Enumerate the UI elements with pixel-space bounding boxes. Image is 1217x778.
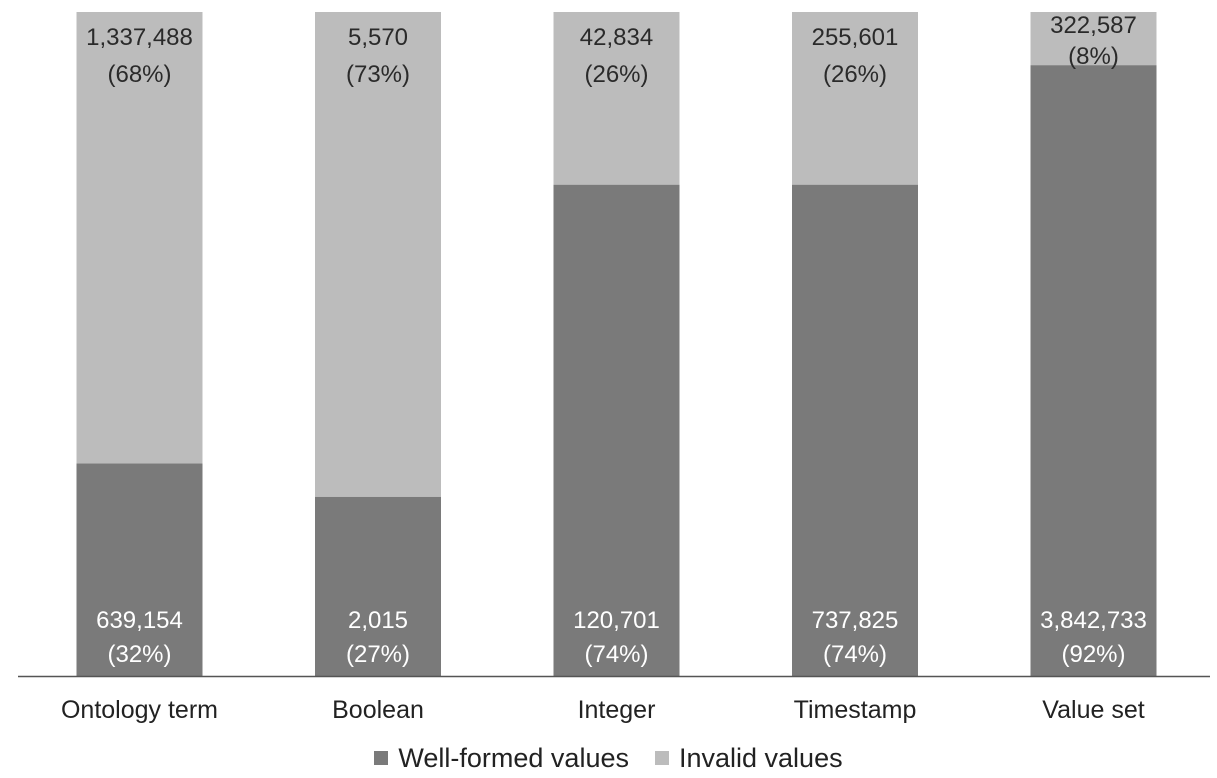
legend-label-well-formed: Well-formed values [398,742,629,773]
label-invalid-count-boolean: 5,570 [348,24,408,51]
x-axis: Ontology term Boolean Integer Timestamp Valu… [18,675,1210,724]
legend-item-well-formed: Well-formed values [374,743,629,774]
bar-invalid-ontology-term [76,12,203,464]
label-invalid-percent-boolean: (73%) [346,61,410,88]
label-well-formed-count-ontology-term: 639,154 [96,607,183,634]
label-well-formed-percent-ontology-term: (32%) [107,641,171,668]
label-well-formed-percent-integer: (74%) [584,641,648,668]
x-tick-label-boolean: Boolean [332,696,424,724]
label-invalid-percent-integer: (26%) [584,61,648,88]
label-invalid-count-integer: 42,834 [580,24,653,51]
label-well-formed-percent-boolean: (27%) [346,641,410,668]
x-tick-label-ontology-term: Ontology term [61,696,218,724]
bars-layer [76,12,1157,677]
bar-well-formed-integer [553,184,680,676]
label-well-formed-percent-timestamp: (74%) [823,641,887,668]
x-tick-label-integer: Integer [578,696,656,724]
bar-well-formed-timestamp [792,184,918,676]
legend-swatch-well-formed [374,751,389,765]
label-well-formed-count-value-set: 3,842,733 [1040,607,1147,634]
legend-item-invalid: Invalid values [654,742,843,774]
label-well-formed-count-boolean: 2,015 [348,607,408,634]
bar-invalid-value-set [1030,12,1157,66]
bar-well-formed-ontology-term [76,463,203,676]
label-invalid-percent-timestamp: (26%) [823,61,887,88]
label-well-formed-percent-value-set: (92%) [1061,641,1125,668]
bar-invalid-integer [553,12,680,185]
legend: Well-formed values Invalid values [0,738,1217,778]
legend-swatch-invalid [654,751,669,765]
bar-well-formed-boolean [315,496,441,676]
label-invalid-count-timestamp: 255,601 [812,24,899,51]
label-well-formed-count-integer: 120,701 [573,607,660,634]
label-invalid-count-ontology-term: 1,337,488 [86,24,193,51]
legend-label-invalid: Invalid values [678,742,843,773]
x-tick-label-value-set: Value set [1042,696,1144,724]
value-labels-layer: 639,154 (32%) 1,337,488 (68%) 2,015 (27%) 5,57… [86,12,1147,668]
label-invalid-percent-ontology-term: (68%) [107,61,171,88]
label-invalid-count-value-set: 322,587 [1050,12,1137,39]
bar-invalid-boolean [315,12,441,497]
x-tick-label-timestamp: Timestamp [794,696,917,724]
bar-well-formed-value-set [1030,65,1157,677]
label-invalid-percent-value-set: (8%) [1068,43,1119,70]
label-well-formed-count-timestamp: 737,825 [812,607,899,634]
bar-invalid-timestamp [792,12,918,185]
